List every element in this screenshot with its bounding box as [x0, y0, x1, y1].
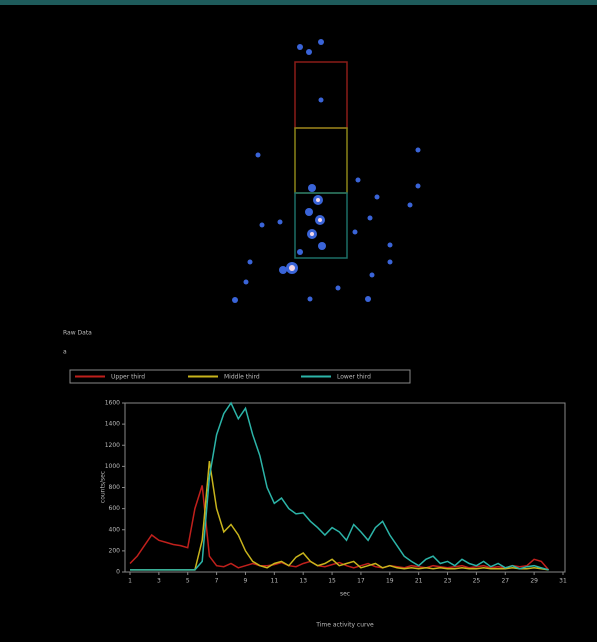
title-strip — [0, 0, 597, 5]
y-tick-label: 800 — [109, 484, 121, 491]
y-tick-label: 1400 — [105, 421, 120, 428]
x-tick-label: 9 — [244, 578, 248, 585]
x-tick-label: 3 — [157, 578, 161, 585]
x-tick-label: 1 — [128, 578, 132, 585]
legend-label: Middle third — [224, 374, 260, 381]
y-axis-label: counts/sec — [100, 471, 107, 503]
chart-title: Time activity curve — [315, 622, 374, 629]
y-tick-label: 200 — [109, 547, 121, 554]
background — [0, 0, 597, 642]
x-tick-label: 17 — [357, 578, 365, 585]
x-tick-label: 11 — [271, 578, 279, 585]
y-tick-label: 1000 — [105, 463, 120, 470]
x-tick-label: 25 — [473, 578, 481, 585]
x-axis-label: sec — [340, 591, 350, 598]
x-tick-label: 5 — [186, 578, 190, 585]
legend-label: Upper third — [111, 374, 145, 381]
x-tick-label: 13 — [299, 578, 307, 585]
y-tick-label: 0 — [116, 569, 120, 576]
legend-label: Lower third — [337, 374, 371, 381]
y-tick-label: 1200 — [105, 442, 120, 449]
x-tick-label: 7 — [215, 578, 219, 585]
y-tick-label: 400 — [109, 526, 121, 533]
x-tick-label: 19 — [386, 578, 394, 585]
x-tick-label: 29 — [530, 578, 538, 585]
image-sublabel: a — [63, 349, 67, 356]
x-tick-label: 23 — [444, 578, 452, 585]
x-tick-label: 15 — [328, 578, 336, 585]
x-tick-label: 27 — [501, 578, 509, 585]
x-tick-label: 21 — [415, 578, 423, 585]
y-tick-label: 600 — [109, 505, 121, 512]
image-label: Raw Data — [63, 330, 92, 337]
x-tick-label: 31 — [559, 578, 567, 585]
y-tick-label: 1600 — [105, 400, 120, 407]
app-window: Raw Data a counts/sec sec Time activity … — [0, 0, 597, 642]
